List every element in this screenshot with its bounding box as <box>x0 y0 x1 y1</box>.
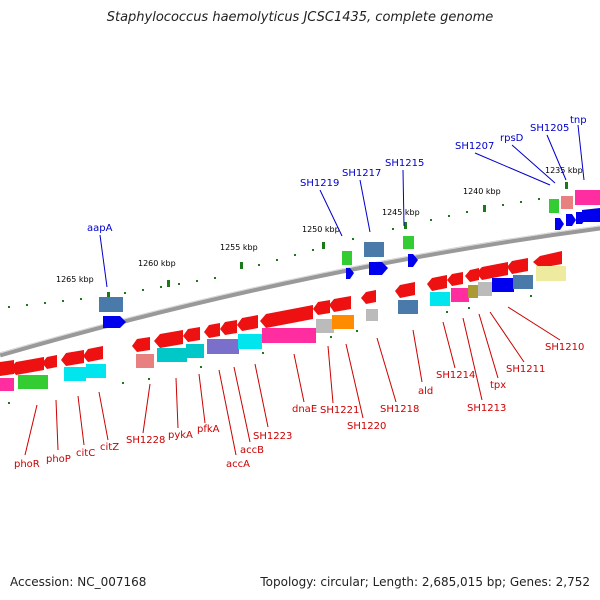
gene-label[interactable]: SH1221 <box>320 405 359 416</box>
gene-label[interactable]: SH1205 <box>530 123 569 134</box>
gene-SH1215 <box>403 236 414 249</box>
major-ticks <box>107 182 568 299</box>
gene-tnp <box>575 190 600 205</box>
gene-label[interactable]: tnp <box>570 115 587 126</box>
forward-genes <box>99 190 600 328</box>
gene-label[interactable]: aapA <box>87 223 113 234</box>
gene-SH1207 <box>549 199 559 213</box>
gene-label[interactable]: accA <box>226 459 250 470</box>
gene-label[interactable]: SH1218 <box>380 404 419 415</box>
gene-label[interactable]: pykA <box>168 430 193 441</box>
gene-label[interactable]: SH1228 <box>126 435 165 446</box>
gene-SH1217-arrow <box>369 262 388 275</box>
gene-rpsD-arrow <box>566 214 576 226</box>
gene-label[interactable]: citZ <box>100 442 119 453</box>
gene-label[interactable]: SH1214 <box>436 370 475 381</box>
tick-label: 1235 kbp <box>545 166 583 175</box>
gene-label[interactable]: SH1217 <box>342 168 381 179</box>
gene-label[interactable]: pfkA <box>197 424 220 435</box>
accession-text: Accession: NC_007168 <box>10 575 147 589</box>
genome-backbone-highlight <box>0 225 600 354</box>
gene-label[interactable]: dnaE <box>292 404 317 415</box>
gene-label[interactable]: SH1219 <box>300 178 339 189</box>
gene-tnp-arrow <box>582 208 600 222</box>
gene-aapA-arrow <box>103 316 126 328</box>
gene-label[interactable]: SH1210 <box>545 342 584 353</box>
forward-leaders <box>99 124 585 288</box>
gene-label[interactable]: tpx <box>490 380 506 391</box>
tick-label: 1260 kbp <box>138 259 176 268</box>
tick-label: 1255 kbp <box>220 243 258 252</box>
reverse-genes-row2 <box>0 266 566 391</box>
map-title: Staphylococcus haemolyticus JCSC1435, co… <box>106 10 494 25</box>
tick-label: 1250 kbp <box>302 225 340 234</box>
gene-SH1207-arrow <box>555 218 564 230</box>
gene-SH1215-arrow <box>408 254 418 267</box>
topology-text: Topology: circular; Length: 2,685,015 bp… <box>260 575 590 589</box>
tick-label: 1240 kbp <box>463 187 501 196</box>
scale-track <box>8 190 590 404</box>
gene-label[interactable]: citC <box>76 448 95 459</box>
gene-label[interactable]: phoP <box>46 454 71 465</box>
gene-label[interactable]: rpsD <box>500 133 524 144</box>
gene-aapA <box>99 297 123 312</box>
gene-label[interactable]: accB <box>240 445 264 456</box>
tick-label: 1265 kbp <box>56 275 94 284</box>
gene-label[interactable]: SH1213 <box>467 403 506 414</box>
genome-backbone <box>0 225 600 358</box>
reverse-genes-row1 <box>0 251 562 376</box>
gene-label[interactable]: SH1223 <box>253 431 292 442</box>
gene-label[interactable]: SH1220 <box>347 421 386 432</box>
gene-label[interactable]: phoR <box>14 459 40 470</box>
gene-label[interactable]: SH1215 <box>385 158 424 169</box>
tick-label: 1245 kbp <box>382 208 420 217</box>
gene-label[interactable]: SH1211 <box>506 364 545 375</box>
gene-label[interactable]: SH1207 <box>455 141 494 152</box>
gene-label[interactable]: ald <box>418 386 433 397</box>
reverse-leaders <box>24 306 561 456</box>
gene-SH1219-arrow <box>346 268 354 279</box>
gene-SH1219 <box>342 251 352 265</box>
gene-rpsD <box>561 196 573 209</box>
gene-SH1217 <box>364 242 384 257</box>
